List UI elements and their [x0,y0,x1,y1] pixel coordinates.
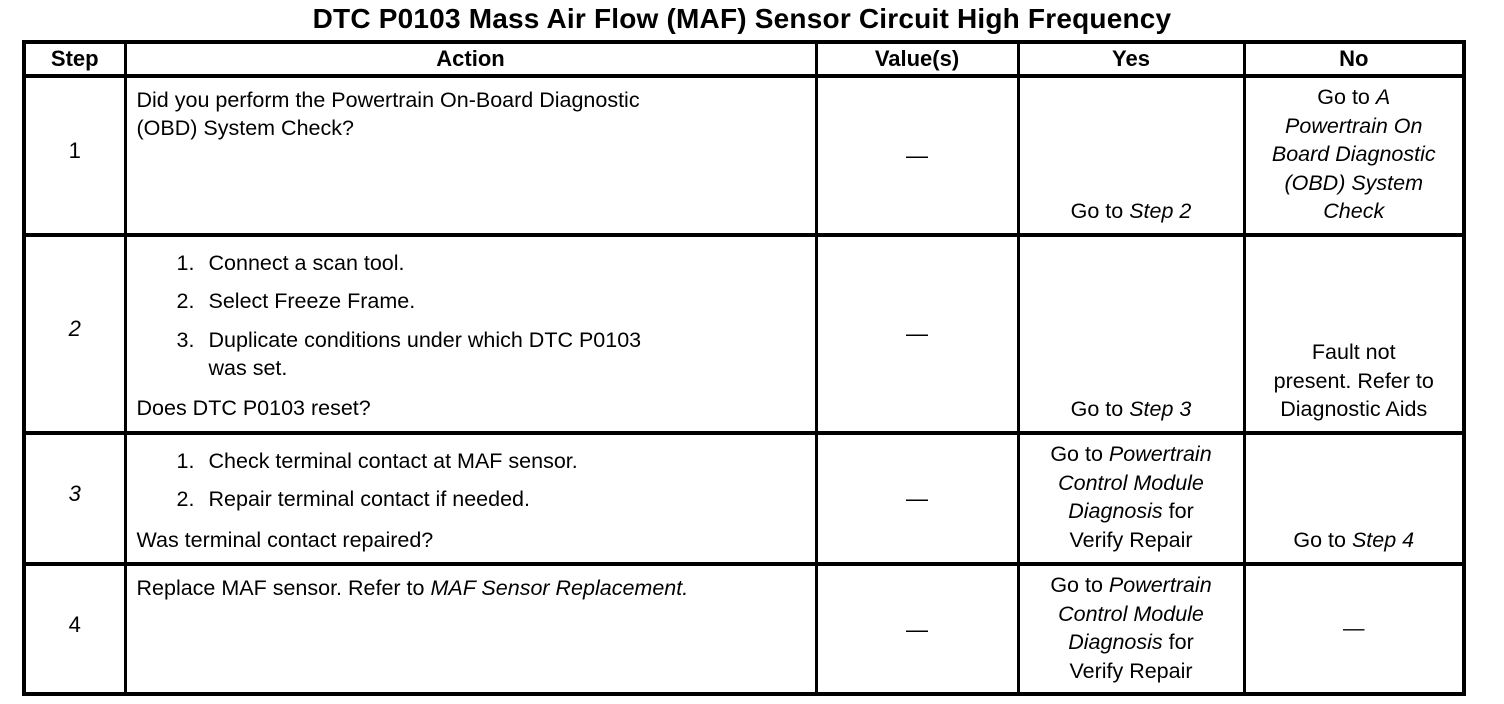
action-list: 1. Check terminal contact at MAF sensor. 2… [137,447,803,514]
action-cell: Replace MAF sensor. Refer to MAF Sensor … [123,561,818,697]
value-cell: — [814,561,1020,697]
yes-cell: Go to Step 2 [1016,74,1246,237]
step-cell: 3 [22,430,127,566]
action-intro: Did you perform the Powertrain On-Board … [136,88,640,141]
action-cell: 1. Check terminal contact at MAF sensor. 2… [123,430,818,566]
yes-cell: Go to Powertrain Control Module Diagnosi… [1016,430,1246,566]
list-item-number: 3. [176,327,195,352]
header-yes: Yes [1016,40,1246,78]
yes-cell: Go to Step 3 [1016,232,1246,435]
no-cell: Go to A Powertrain On Board Diagnostic (… [1242,74,1466,237]
value-cell: — [814,430,1020,566]
action-question: Was terminal contact repaired? [136,527,434,552]
list-item-text: Select Freeze Frame. [208,289,416,314]
table-header-row: Step Action Value(s) Yes No [22,40,1466,78]
list-item-number: 1. [176,250,195,275]
table-row: 1 Did you perform the Powertrain On-Boar… [22,74,1466,237]
diagnostic-table: Step Action Value(s) Yes No 1 Did you pe… [22,40,1466,697]
step-cell: 4 [22,561,127,697]
list-item-number: 2. [176,289,195,314]
list-item-text: Check terminal contact at MAF sensor. [208,448,578,473]
value-cell: — [814,232,1020,435]
header-values: Value(s) [814,40,1020,78]
action-list-item: 3. Duplicate conditions under which DTC P… [137,326,803,383]
action-list-item: 1. Check terminal contact at MAF sensor. [137,447,803,475]
header-no: No [1242,40,1466,78]
action-intro: Replace MAF sensor. Refer to MAF Sensor … [136,575,689,600]
list-item-number: 1. [176,448,195,473]
table-body: 1 Did you perform the Powertrain On-Boar… [22,74,1466,697]
action-list: 1. Connect a scan tool. 2. Select Freeze Fr… [137,249,803,383]
list-item-text: Repair terminal contact if needed. [208,487,530,512]
action-cell: 1. Connect a scan tool. 2. Select Freeze Fr… [123,232,818,435]
table-row: 3 1. Check terminal contact at MAF sensor… [22,430,1466,566]
no-cell: Go to Step 4 [1242,430,1466,566]
list-item-text: Duplicate conditions under which DTC P01… [208,327,642,381]
list-item-text: Connect a scan tool. [208,250,405,275]
step-cell: 2 [22,232,127,435]
table-row: 4 Replace MAF sensor. Refer to MAF Senso… [22,561,1466,697]
action-list-item: 2. Select Freeze Frame. [137,287,803,315]
action-list-item: 1. Connect a scan tool. [137,249,803,277]
header-action: Action [123,40,818,78]
yes-cell: Go to Powertrain Control Module Diagnosi… [1016,561,1246,697]
header-step: Step [22,40,127,78]
step-cell: 1 [22,74,127,237]
action-cell: Did you perform the Powertrain On-Board … [123,74,818,237]
diagnostic-document: DTC P0103 Mass Air Flow (MAF) Sensor Cir… [22,0,1466,697]
table-row: 2 1. Connect a scan tool. 2. Select Freeze … [22,232,1466,435]
value-cell: — [814,74,1020,237]
action-list-item: 2. Repair terminal contact if needed. [137,485,803,513]
list-item-number: 2. [176,487,195,512]
page-title: DTC P0103 Mass Air Flow (MAF) Sensor Cir… [312,3,1172,34]
no-cell: Fault not present. Refer to Diagnostic A… [1242,232,1466,435]
no-cell: — [1242,561,1466,697]
action-question: Does DTC P0103 reset? [136,396,371,421]
